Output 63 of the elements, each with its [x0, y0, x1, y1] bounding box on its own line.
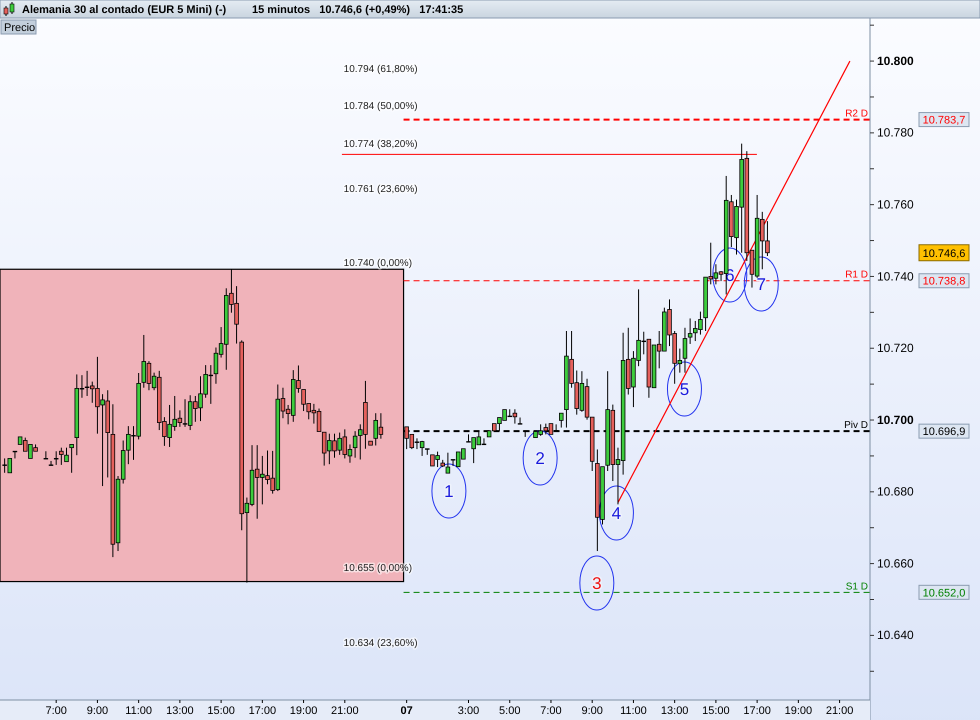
candlestick [69, 444, 74, 474]
x-tick-label: 3:00 [458, 704, 480, 717]
annotation: 10.784 (50,00%) [344, 101, 418, 112]
y-tick-label: 10.640 [877, 628, 914, 642]
candlestick [352, 430, 358, 458]
y-tick-label: 10.800 [877, 54, 914, 68]
annotation: 10.794 (61,80%) [344, 64, 418, 75]
annotation: 2 [535, 449, 545, 468]
annotation: 7 [756, 275, 766, 294]
x-tick-label: 13:00 [166, 704, 194, 717]
ref-line-label: S1 D [846, 581, 868, 592]
annotation: 1 [444, 482, 454, 501]
y-axis-title: Precio [4, 22, 36, 34]
x-tick-label: 17:00 [743, 704, 771, 717]
x-tick-label: 9:00 [581, 704, 603, 717]
y-tick-label: 10.780 [877, 126, 914, 140]
x-tick-label: 17:00 [248, 704, 276, 717]
x-tick-label: 21:00 [331, 704, 359, 717]
y-tick-label: 10.740 [877, 269, 914, 284]
annotation: 10.634 (23,60%) [344, 638, 418, 649]
text: 10.696,9 [922, 426, 966, 438]
x-tick-label: 7:00 [45, 704, 67, 717]
candlestick [559, 412, 564, 428]
x-tick-label: 9:00 [86, 704, 108, 717]
annotation: 10.774 (38,20%) [344, 139, 418, 150]
x-tick-label: 11:00 [125, 704, 152, 717]
x-tick-label: 5:00 [499, 704, 520, 717]
ref-line-label: R1 D [845, 270, 868, 281]
candlestick [44, 450, 48, 460]
text: 10.738,8 [922, 276, 966, 288]
text: 10.783,7 [922, 114, 966, 127]
text: 10.746,6 [922, 248, 966, 260]
chart-title: Alemania 30 al contado (EUR 5 Mini) (-) [22, 4, 226, 16]
annotation: 4 [612, 504, 622, 523]
candlestick [54, 450, 58, 466]
candlestick [59, 447, 64, 466]
y-tick-label: 10.760 [877, 197, 914, 212]
candlestick [446, 452, 450, 474]
x-tick-label: 7:00 [540, 704, 562, 717]
annotation: 10.740 (0,00%) [344, 258, 412, 269]
candlestick [688, 318, 692, 344]
x-tick-label: 11:00 [620, 704, 647, 717]
x-tick-label: 19:00 [290, 704, 318, 717]
x-tick-label: 19:00 [784, 704, 812, 717]
chart-subtitle: 15 minutos 10.746,6 (+0,49%) 17:41:35 [252, 4, 464, 16]
annotation: 3 [592, 574, 602, 593]
text: 10.652,0 [922, 587, 966, 600]
y-tick-label: 10.700 [877, 412, 914, 427]
y-tick-label: 10.660 [877, 556, 914, 570]
candlestick [518, 417, 522, 425]
x-tick-label: 15:00 [207, 704, 235, 717]
x-tick-label: 21:00 [826, 704, 854, 717]
ref-line-label: R2 D [845, 108, 868, 120]
y-tick-label: 10.680 [877, 484, 914, 499]
annotation: 10.761 (23,60%) [344, 184, 418, 195]
candlestick [682, 327, 688, 374]
x-tick-label: 07 [400, 704, 413, 717]
y-tick-label: 10.720 [877, 341, 914, 356]
annotation: 5 [680, 380, 690, 399]
x-tick-label: 13:00 [660, 704, 688, 717]
candlestick [64, 447, 69, 462]
x-tick-label: 15:00 [702, 704, 730, 717]
ref-line-label: Piv D [844, 420, 868, 432]
